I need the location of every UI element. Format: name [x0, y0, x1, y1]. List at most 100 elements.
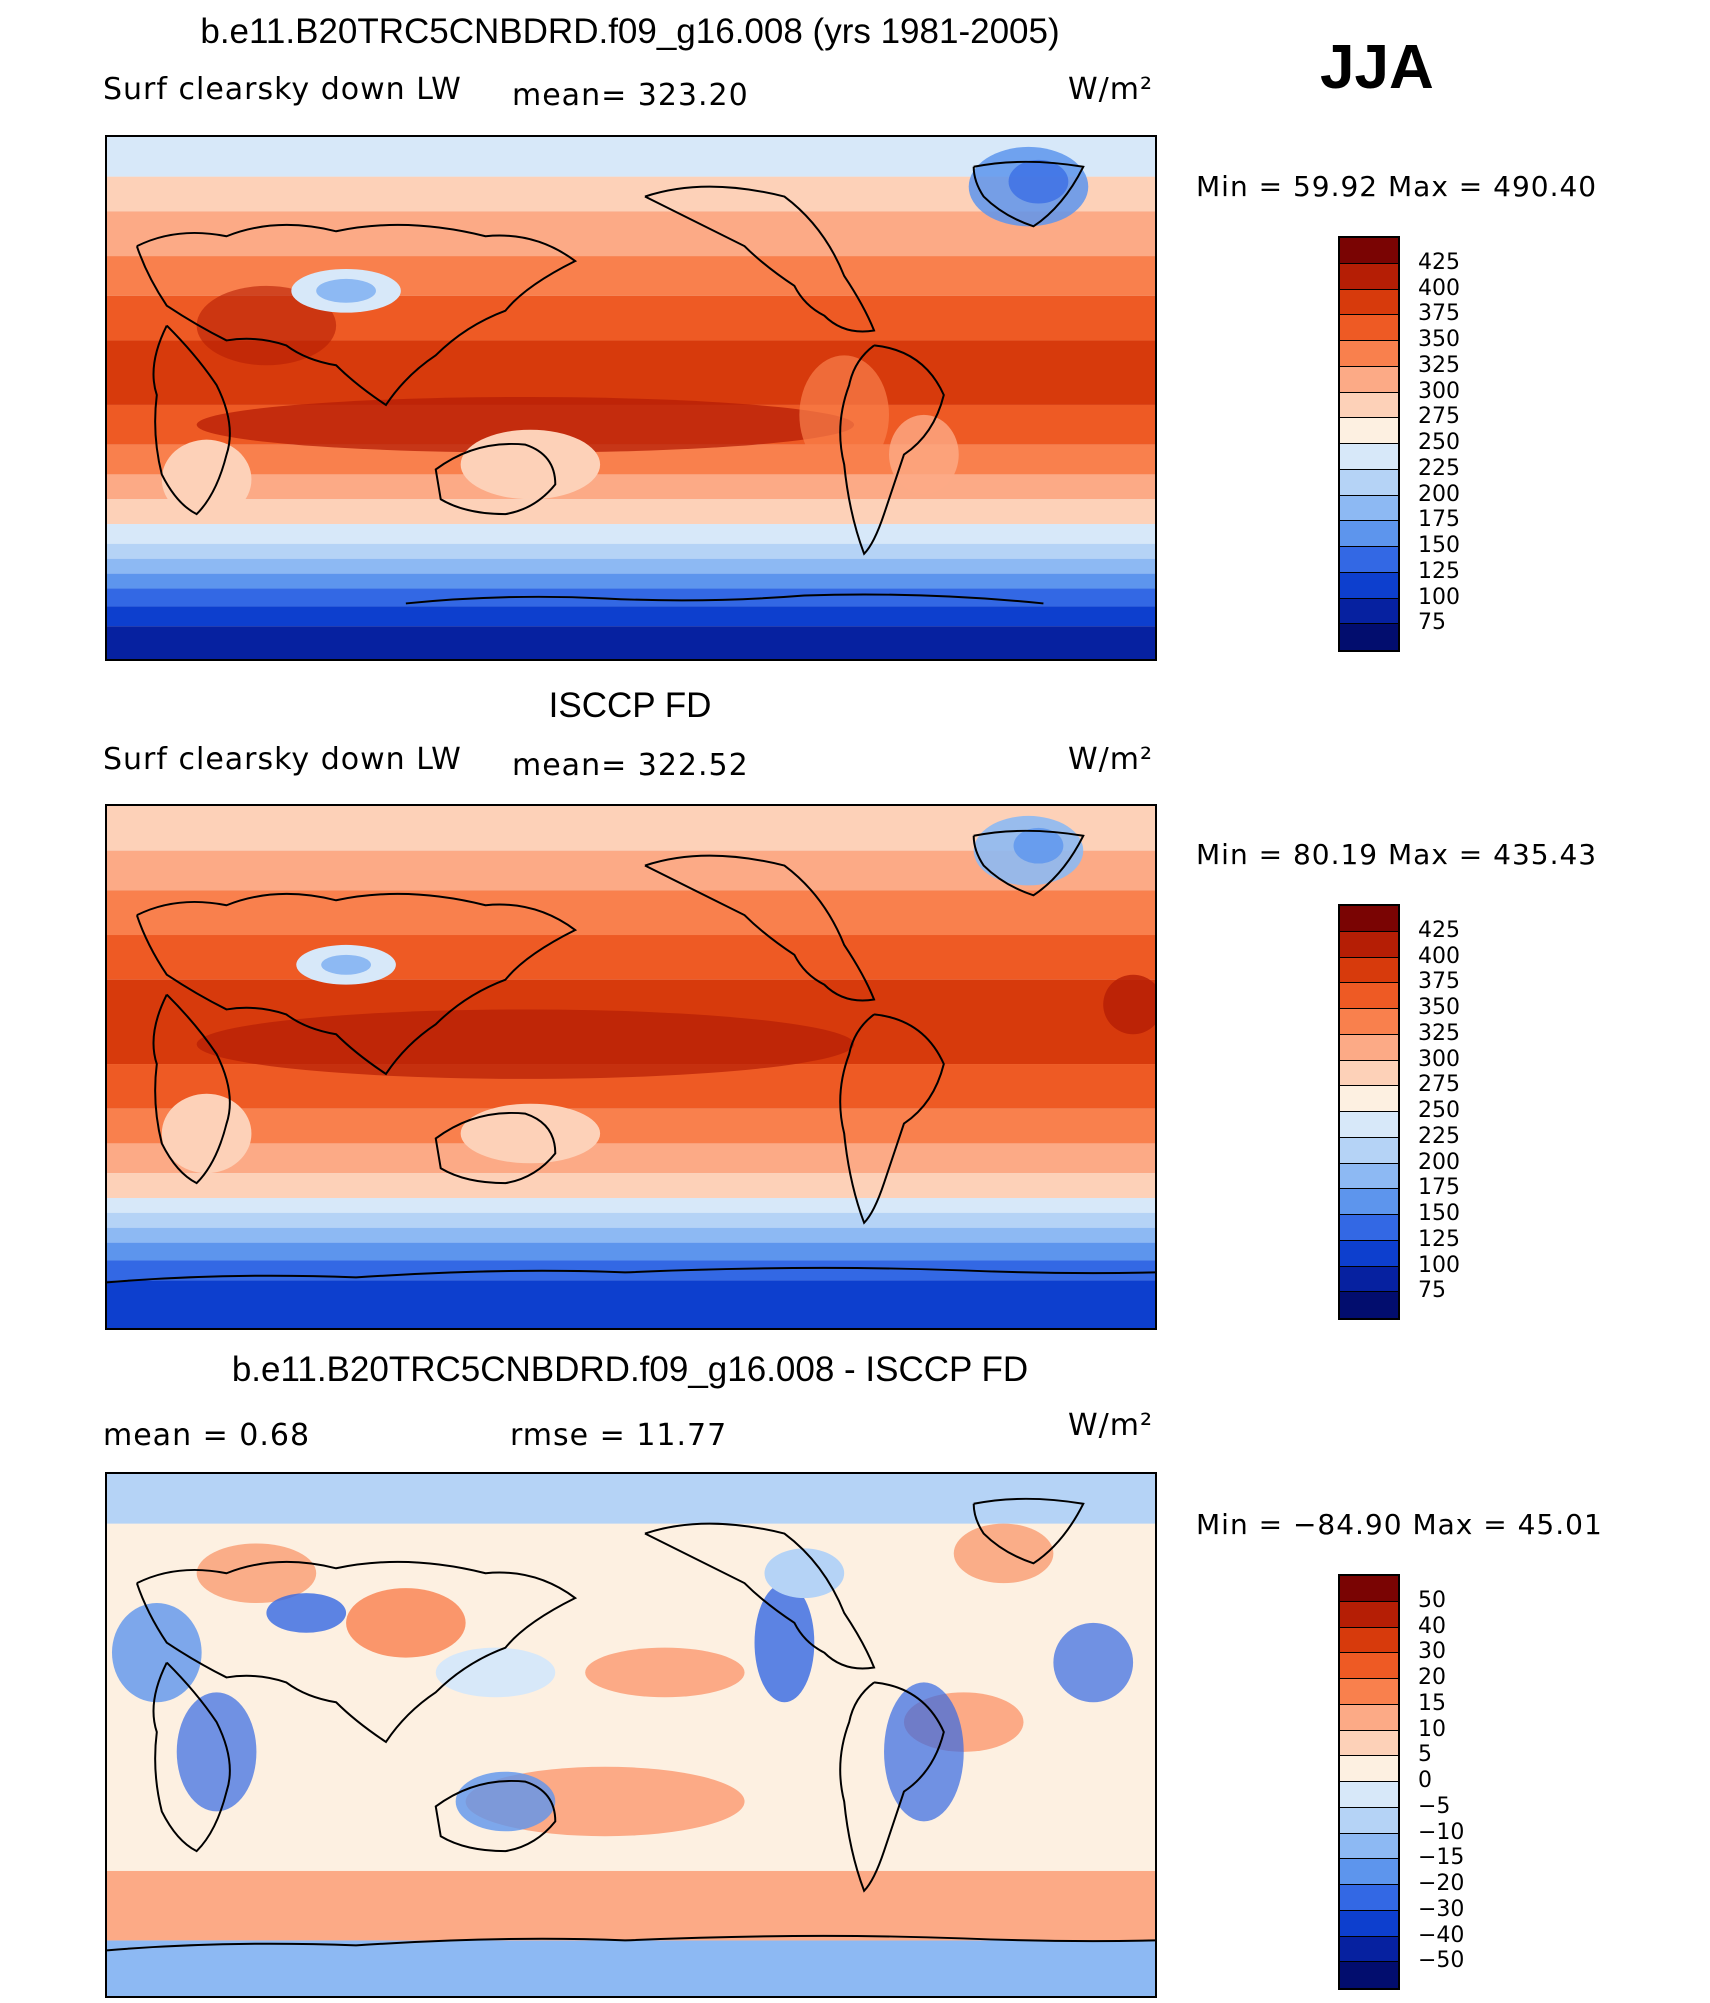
colorbar-segment: [1340, 1112, 1398, 1138]
colorbar-segment: [1340, 315, 1398, 341]
panel1-variable: Surf clearsky down LW: [103, 72, 462, 107]
panel1-map: [105, 135, 1157, 661]
colorbar-segment: [1340, 1730, 1398, 1757]
colorbar-segment: [1340, 1653, 1398, 1679]
panel2-minmax: Min = 80.19 Max = 435.43: [1196, 838, 1598, 871]
colorbar-segment: [1340, 1936, 1398, 1963]
colorbar-tick-label: 200: [1418, 481, 1460, 507]
colorbar-tick-label: 325: [1418, 352, 1460, 378]
colorbar-segment: [1340, 238, 1398, 264]
panel1-title: b.e11.B20TRC5CNBDRD.f09_g16.008 (yrs 198…: [200, 12, 1060, 51]
colorbar-tick-label: 10: [1418, 1716, 1446, 1742]
colorbar-tick-label: 425: [1418, 249, 1460, 275]
panel3-map: [105, 1472, 1157, 1998]
colorbar-segment: [1340, 1756, 1398, 1782]
colorbar-tick-label: −30: [1418, 1896, 1465, 1922]
colorbar-tick-label: 250: [1418, 430, 1460, 455]
colorbar-tick-label: 225: [1418, 1123, 1460, 1149]
colorbar-segment: [1340, 572, 1398, 599]
colorbar-tick-label: 150: [1418, 1201, 1460, 1226]
colorbar-segment: [1340, 906, 1398, 932]
panel1-field: [107, 137, 1155, 659]
colorbar-segment: [1340, 263, 1398, 290]
colorbar-segment: [1340, 1601, 1398, 1628]
colorbar-tick-label: 300: [1418, 1046, 1460, 1072]
colorbar-tick-label: 100: [1418, 1252, 1460, 1278]
panel3-mean: mean = 0.68: [103, 1418, 311, 1453]
panel2-variable: Surf clearsky down LW: [103, 742, 462, 777]
colorbar-tick-label: 150: [1418, 533, 1460, 558]
colorbar-tick-label: 125: [1418, 558, 1460, 584]
colorbar-segment: [1340, 1962, 1398, 1988]
colorbar-segment: [1340, 469, 1398, 496]
colorbar-segment: [1340, 1576, 1398, 1602]
panel1-mean: mean= 323.20: [512, 78, 749, 113]
colorbar-tick-label: −20: [1418, 1871, 1465, 1896]
colorbar-segment: [1340, 1215, 1398, 1241]
colorbar-tick-label: 350: [1418, 327, 1460, 352]
colorbar-segment: [1340, 1627, 1398, 1654]
colorbar-tick-label: 225: [1418, 455, 1460, 481]
colorbar-segment: [1340, 624, 1398, 650]
colorbar-tick-label: 125: [1418, 1226, 1460, 1252]
colorbar-tick-label: −40: [1418, 1922, 1465, 1948]
colorbar-tick-label: 300: [1418, 378, 1460, 404]
colorbar-tick-label: 400: [1418, 943, 1460, 969]
colorbar-tick-label: −15: [1418, 1845, 1465, 1871]
colorbar-segment: [1340, 1086, 1398, 1112]
colorbar-segment: [1340, 1060, 1398, 1087]
colorbar-segment: [1340, 1137, 1398, 1164]
colorbar-tick-label: 50: [1418, 1587, 1446, 1613]
colorbar-segment: [1340, 1782, 1398, 1808]
colorbar-segment: [1340, 931, 1398, 958]
panel2-colorbar: [1338, 904, 1400, 1320]
colorbar-segment: [1340, 957, 1398, 984]
panel3-rmse: rmse = 11.77: [510, 1418, 728, 1453]
colorbar-segment: [1340, 1163, 1398, 1190]
colorbar-tick-label: 275: [1418, 404, 1460, 430]
colorbar-tick-label: −10: [1418, 1819, 1465, 1845]
colorbar-tick-label: 400: [1418, 275, 1460, 301]
colorbar-segment: [1340, 418, 1398, 444]
colorbar-tick-label: 100: [1418, 584, 1460, 610]
colorbar-segment: [1340, 1833, 1398, 1860]
colorbar-tick-label: 375: [1418, 969, 1460, 995]
colorbar-tick-label: 325: [1418, 1020, 1460, 1046]
colorbar-segment: [1340, 1679, 1398, 1705]
colorbar-segment: [1340, 1910, 1398, 1937]
colorbar-segment: [1340, 1885, 1398, 1911]
panel3-title: b.e11.B20TRC5CNBDRD.f09_g16.008 - ISCCP …: [231, 1350, 1029, 1389]
colorbar-tick-label: 350: [1418, 995, 1460, 1020]
colorbar-tick-label: 0: [1418, 1768, 1432, 1793]
colorbar-tick-label: 375: [1418, 301, 1460, 327]
colorbar-tick-label: 5: [1418, 1742, 1432, 1768]
colorbar-segment: [1340, 341, 1398, 367]
colorbar-tick-label: 425: [1418, 917, 1460, 943]
colorbar-tick-label: 175: [1418, 1175, 1460, 1201]
colorbar-tick-label: 75: [1418, 610, 1446, 636]
colorbar-tick-label: 75: [1418, 1278, 1446, 1304]
colorbar-segment: [1340, 495, 1398, 522]
colorbar-segment: [1340, 1292, 1398, 1318]
colorbar-tick-label: 15: [1418, 1690, 1446, 1716]
colorbar-segment: [1340, 521, 1398, 547]
colorbar-tick-label: 30: [1418, 1639, 1446, 1665]
colorbar-tick-label: 20: [1418, 1665, 1446, 1690]
panel2-mean: mean= 322.52: [512, 748, 749, 783]
panel3-units: W/m²: [1068, 1408, 1154, 1443]
panel2-title: ISCCP FD: [548, 686, 712, 725]
colorbar-tick-label: −50: [1418, 1948, 1465, 1974]
colorbar-tick-label: −5: [1418, 1793, 1451, 1819]
colorbar-segment: [1340, 1807, 1398, 1834]
colorbar-tick-label: 250: [1418, 1098, 1460, 1123]
colorbar-segment: [1340, 983, 1398, 1009]
panel1-colorbar: [1338, 236, 1400, 652]
panel2-field: [107, 806, 1155, 1328]
colorbar-tick-label: 40: [1418, 1613, 1446, 1639]
colorbar-tick-label: 175: [1418, 507, 1460, 533]
colorbar-tick-label: 275: [1418, 1072, 1460, 1098]
colorbar-segment: [1340, 547, 1398, 573]
colorbar-segment: [1340, 598, 1398, 625]
panel3-colorbar: [1338, 1574, 1400, 1990]
colorbar-segment: [1340, 1859, 1398, 1885]
